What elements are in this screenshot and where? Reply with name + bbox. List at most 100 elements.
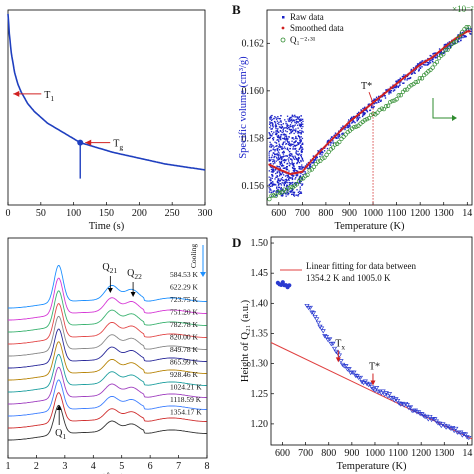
panel-b-raw-point [270,195,273,197]
panel-b-raw-point [289,117,291,120]
panel-c-temperature-label: 1118.59 K [170,395,202,404]
panel-b-smoothed-point [303,167,306,170]
panel-b-raw-point [309,166,311,169]
panel-b-raw-point [389,91,391,94]
panel-b-raw-point [456,41,459,43]
panel-b-raw-point [404,77,407,79]
panel-b-q1-point [271,193,276,198]
panel-d-legend-entry-cont: 1354.2 K and 1005.0 K [306,273,391,283]
panel-b-raw-point [364,106,366,108]
panel-c-x-tick-label: 3 [62,461,67,472]
panel-b-raw-point [294,115,296,118]
panel-b-raw-point [285,160,287,162]
panel-b-raw-point [283,161,286,164]
panel-c-x-tick-label: 4 [91,461,96,472]
panel-b-raw-point [361,115,364,118]
panel-b-raw-point [419,62,421,64]
panel-b-raw-point [278,158,280,161]
panel-b-raw-point [277,159,279,161]
panel-b-raw-point [292,115,294,118]
panel-b-raw-point [287,120,290,122]
panel-b-q1-point [267,196,272,202]
panel-b-raw-point [429,60,431,62]
panel-b-raw-point [350,117,352,120]
panel-b-raw-point [284,127,286,129]
panel-b-raw-point [384,95,386,97]
panel-b-raw-point [273,159,275,161]
panel-b-raw-point [278,161,281,163]
panel-b-raw-point [432,53,434,55]
panel-b-raw-point [281,179,283,181]
panel-b-raw-point [392,90,395,92]
panel-c-temperature-label: 928.46 K [170,370,199,379]
panel-b-raw-point [293,148,295,150]
panel-b-raw-point [288,141,290,143]
panel-b-raw-point [410,69,412,72]
panel-b-raw-point [292,129,294,131]
panel-b-raw-point [380,100,382,102]
panel-b-raw-point [288,142,290,145]
panel-d-point [315,320,322,326]
panel-b-raw-point [291,161,293,163]
panel-b-raw-point [272,126,274,128]
panel-d-y-tick-label: 1.40 [251,298,269,309]
panel-d-data-series [275,280,472,441]
panel-b-raw-point [269,137,271,139]
panel-b-raw-point [286,189,288,192]
panel-b-raw-point [280,127,282,129]
panel-b-raw-point [293,194,295,196]
panel-b-raw-point [357,117,360,119]
panel-b-raw-point [395,80,398,82]
panel-b-q1-point [284,189,289,194]
panel-b-raw-point [398,85,400,87]
panel-b-q1-point [322,155,327,160]
panel-d-point [404,403,410,408]
panel-b-raw-point [281,148,283,150]
panel-b-raw-point [269,179,271,181]
panel-b-raw-point [302,123,304,125]
panel-b-raw-point [290,116,293,118]
panel-c-curve [8,392,207,429]
panel-b-raw-point [334,132,337,134]
panel-b-raw-point [280,159,283,161]
panel-b-raw-point [289,132,291,135]
panel-b-q1-point [458,33,463,39]
panel-a-x-tick-label: 100 [66,208,81,219]
panel-b-raw-point [290,153,292,155]
panel-b-raw-point [271,177,273,179]
panel-b-raw-point [290,129,293,131]
panel-b-raw-point [327,141,329,143]
panel-b-q1-point [326,149,331,155]
panel-d-point [357,375,364,381]
panel-b-exponent-label: ×10⁻² [452,4,474,14]
panel-b-raw-point [295,174,297,176]
panel-b-x-tick-label: 700 [295,208,310,219]
panel-b-raw-point [371,100,373,103]
panel-b-raw-point [269,180,271,182]
panel-b-raw-point [269,166,272,168]
panel-b-raw-point [464,35,467,37]
panel-b-raw-point [296,162,298,164]
panel-b-raw-point [293,138,295,140]
panel-b-raw-point [298,192,301,194]
panel-b-raw-point [287,149,290,151]
panel-b-raw-point [366,109,368,112]
panel-d-x-tick-label: 1100 [388,448,408,459]
panel-b-raw-point [302,131,304,133]
panel-b-raw-point [277,139,279,141]
panel-b-raw-point [395,85,398,87]
panel-b-q1-point [394,97,399,102]
panel-b-raw-point [286,140,289,142]
panel-b-raw-point [314,159,316,161]
panel-b-raw-point [285,185,288,187]
panel-b-raw-point [275,184,277,186]
panel-d-point [346,367,352,372]
panel-b-raw-point [295,158,297,160]
panel-b-raw-point [373,99,376,101]
panel-b-raw-point [304,165,307,167]
panel-b-raw-point [288,164,290,166]
panel-b-raw-point [296,138,298,140]
panel-c-temperature-label: 865.99 K [170,358,199,367]
panel-b-raw-point [279,136,281,138]
panel-b-raw-point [269,159,271,161]
